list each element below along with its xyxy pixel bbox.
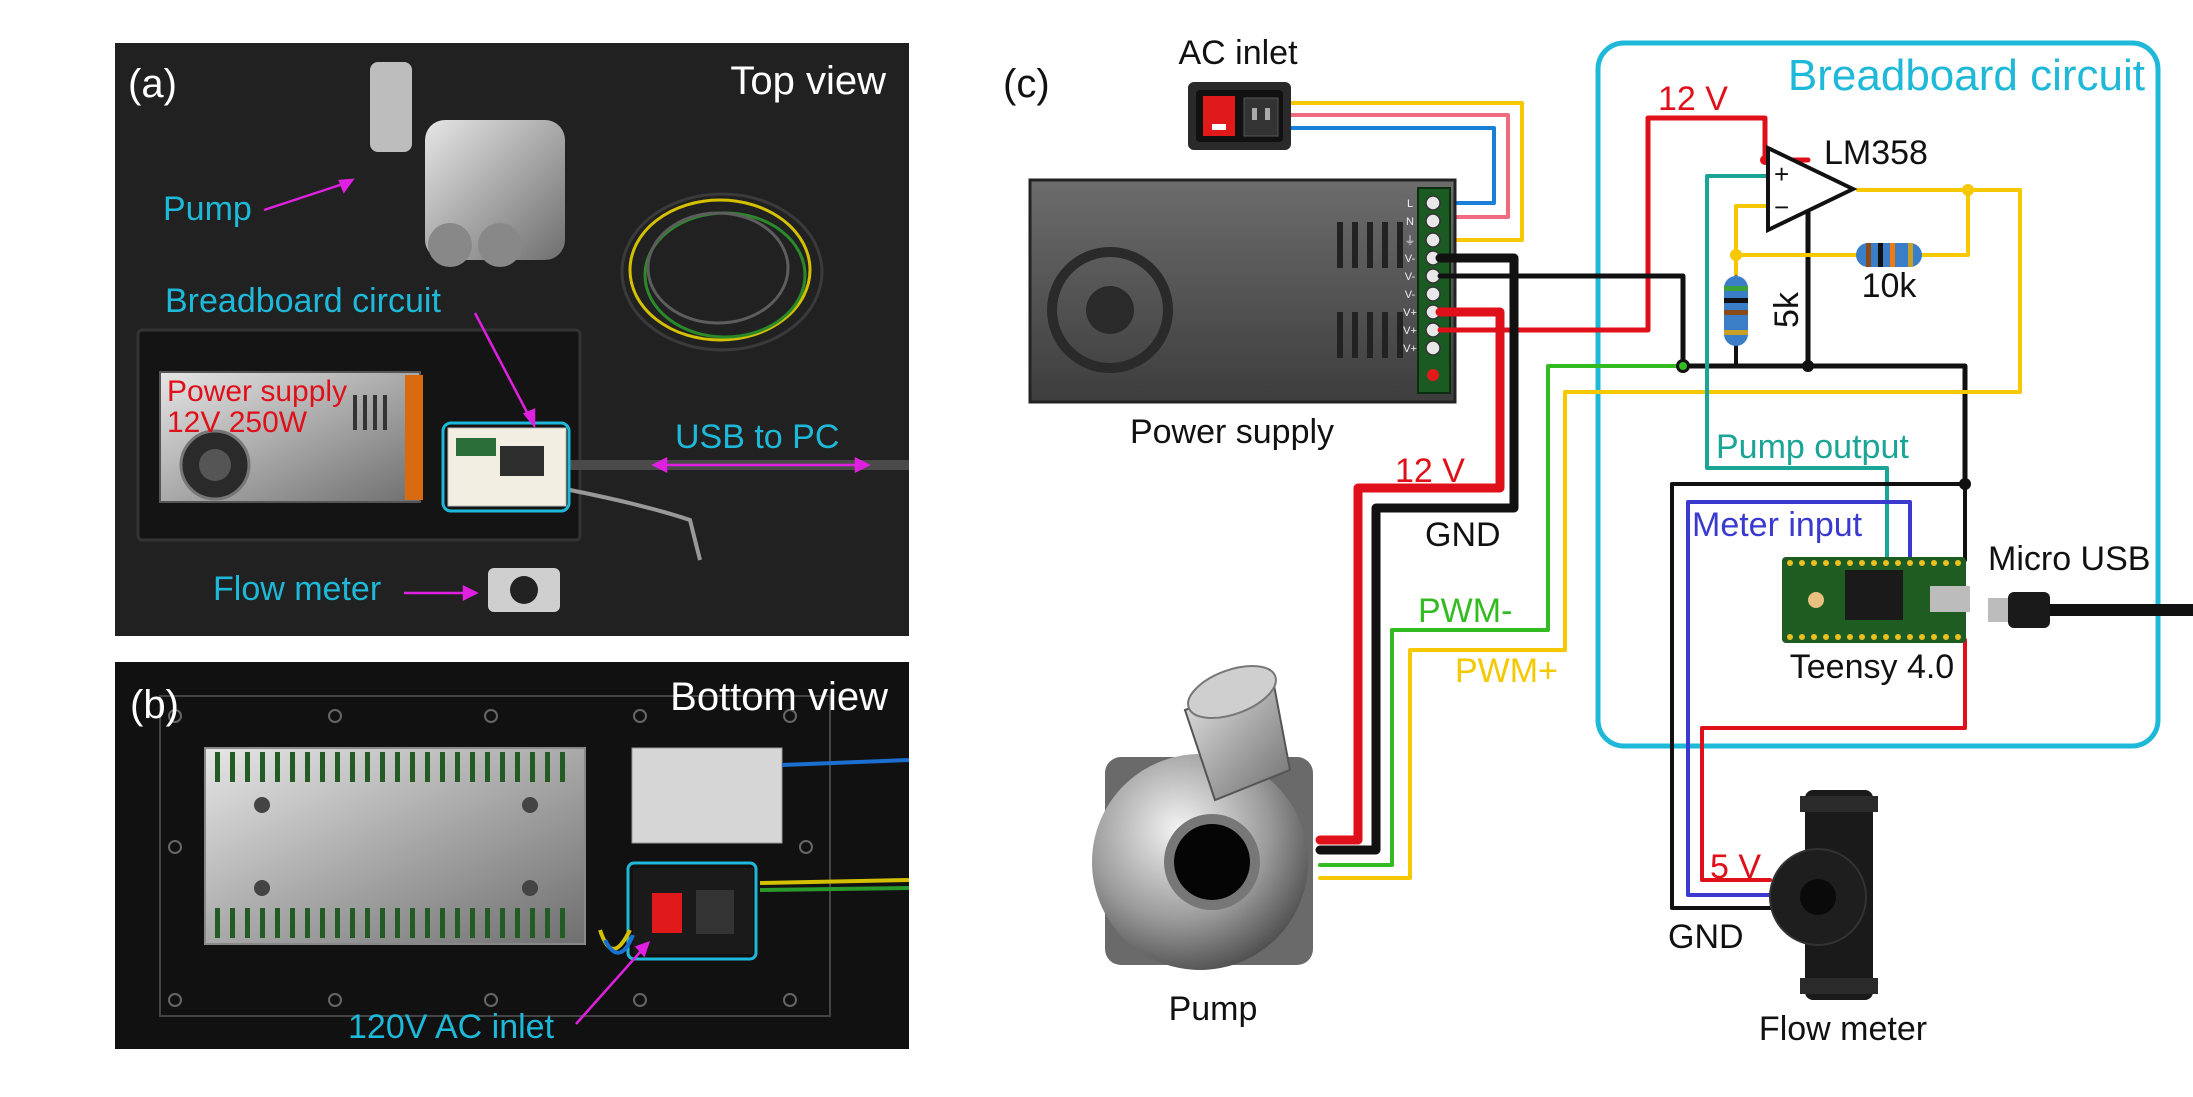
resistor-5k-icon [1724,276,1748,346]
ac-inlet-icon [1188,82,1291,150]
wire-label-pwm-plus: PWM+ [1455,652,1558,690]
terminal-label: L [1407,198,1413,210]
label-flow-meter-photo: Flow meter [213,570,381,608]
panel-a-photo: (a) Top view Pump Breadboard circuit Pow… [115,43,909,636]
panel-a-view-title: Top view [730,59,886,103]
breadboard-title: Breadboard circuit [1788,51,2145,100]
opamp-lm358-icon: + − [1766,144,1858,234]
flow-meter-label: Flow meter [1759,1010,1927,1048]
terminal-label: N [1406,216,1414,228]
label-pump-photo: Pump [163,190,252,228]
resistor-10k-label: 10k [1862,267,1918,305]
resistor-5k-label: 5k [1768,291,1806,328]
terminal-label: V- [1405,253,1416,265]
label-breadboard-photo: Breadboard circuit [165,282,441,320]
wire-label-gnd-bottom: GND [1668,918,1744,956]
opamp-plus-sign: + [1774,159,1789,189]
panel-b-tag: (b) [130,683,179,727]
wire-label-pwm-minus: PWM- [1418,592,1512,630]
pump-icon [1092,665,1313,970]
teensy-board-icon [1782,557,1970,643]
ac-inlet-label: AC inlet [1178,34,1298,72]
opamp-label: LM358 [1824,134,1928,172]
label-power-supply-rating: 12V 250W [167,406,308,439]
micro-usb-label: Micro USB [1988,540,2150,578]
wire-label-12v-left: 12 V [1395,452,1465,490]
pump-label: Pump [1169,990,1258,1028]
teensy-label: Teensy 4.0 [1790,648,1954,686]
wire-label-pump-output: Pump output [1716,428,1909,466]
opamp-minus-sign: − [1774,192,1789,222]
terminal-label: ⏚ [1405,234,1416,247]
panel-b-view-title: Bottom view [670,675,888,719]
panel-b-photo: (b) Bottom view 120V AC inlet [115,662,910,1049]
ac-wires [1258,101,1524,242]
panel-c-diagram: (c) Breadboard circuit AC inlet [1003,34,2193,1048]
breadboard-box [1595,40,2161,749]
resistor-10k-icon [1856,243,1922,267]
micro-usb-icon [1988,592,2050,628]
power-supply-label: Power supply [1130,413,1334,451]
wire-label-gnd-left: GND [1425,516,1501,554]
wire-label-5v: 5 V [1710,848,1761,886]
terminal-label: V- [1405,289,1416,301]
panel-c-tag: (c) [1003,62,1050,106]
label-power-supply-photo: Power supply [167,375,347,408]
terminal-label: V+ [1403,343,1417,355]
label-ac-inlet-photo: 120V AC inlet [348,1008,555,1046]
terminal-label: V- [1405,271,1416,283]
power-supply-icon: L N ⏚ V- V- V- V+ V+ V+ [1028,178,1457,404]
label-usb-to-pc: USB to PC [675,418,839,456]
wire-label-12v-top: 12 V [1658,80,1728,118]
panel-a-tag: (a) [128,62,177,106]
flow-meter-icon [1769,790,1878,1000]
terminal-label: V+ [1403,307,1417,319]
teensy-pins [1787,560,1961,640]
terminal-label: V+ [1403,325,1417,337]
wire-label-meter-input: Meter input [1692,506,1863,544]
